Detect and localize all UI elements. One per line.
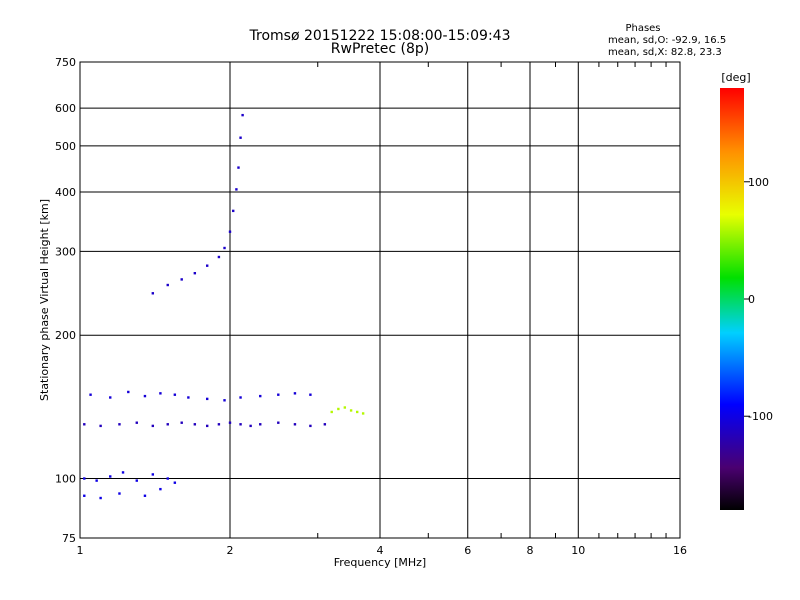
y-tick-label: 75: [62, 532, 76, 545]
data-point: [151, 473, 155, 476]
data-point: [166, 283, 169, 287]
data-point: [309, 393, 312, 396]
y-ticks: 75 100 200 300 400 500 600 750: [55, 56, 76, 545]
chart-subtitle: RwPretec (8p): [331, 41, 429, 57]
data-point: [239, 423, 242, 426]
data-point: [337, 407, 340, 411]
data-point: [95, 479, 98, 482]
data-point: [109, 396, 112, 399]
colorbar-ticks: 100 0 -100: [744, 176, 773, 423]
x-tick-label: 8: [527, 544, 534, 557]
colorbar-tick-label: 100: [748, 176, 769, 189]
data-point: [241, 113, 244, 117]
data-point: [159, 392, 162, 395]
data-point: [217, 423, 221, 426]
data-point: [239, 136, 242, 139]
data-point: [235, 188, 238, 191]
x-tick-label: 2: [227, 544, 234, 557]
data-point: [118, 492, 121, 495]
x-tick-label: 1: [77, 544, 84, 557]
data-point: [205, 424, 209, 428]
data-point: [166, 477, 169, 480]
data-point: [205, 264, 209, 267]
colorbar-label: [deg]: [721, 71, 750, 84]
data-point: [277, 393, 280, 396]
data-point: [121, 471, 125, 474]
data-point: [118, 423, 121, 426]
data-point: [180, 421, 183, 424]
data-point: [330, 410, 333, 414]
colorbar: [deg] 100 0 -100: [720, 71, 773, 510]
data-point: [159, 487, 162, 491]
y-axis-label: Stationary phase Virtual Height [km]: [38, 199, 51, 401]
data-point: [232, 209, 235, 213]
data-point: [127, 390, 130, 394]
data-point: [173, 481, 177, 484]
y-tick-label: 750: [55, 56, 76, 69]
data-point: [277, 421, 280, 424]
phase-stats-x: mean, sd,X: 82.8, 23.3: [608, 47, 722, 58]
data-point: [323, 423, 327, 426]
x-tick-label: 16: [673, 544, 687, 557]
phase-stats-heading: Phases: [625, 23, 660, 34]
data-point: [187, 396, 190, 399]
data-points: [83, 113, 365, 500]
data-point: [99, 424, 102, 428]
y-tick-label: 600: [55, 102, 76, 115]
data-point: [228, 230, 232, 233]
colorbar-tick-label: -100: [748, 410, 773, 423]
colorbar-gradient: [720, 88, 744, 510]
data-point: [205, 397, 209, 401]
data-point: [173, 393, 177, 396]
data-point: [355, 410, 359, 414]
data-point: [223, 399, 226, 402]
y-tick-label: 300: [55, 245, 76, 258]
colorbar-tick-label: 0: [748, 293, 755, 306]
y-tick-label: 200: [55, 329, 76, 342]
x-tick-label: 6: [464, 544, 471, 557]
data-point: [223, 246, 226, 250]
data-point: [228, 421, 232, 424]
data-point: [89, 393, 92, 396]
data-point: [217, 255, 221, 259]
data-point: [99, 496, 102, 500]
data-point: [249, 424, 252, 428]
data-point: [83, 494, 86, 497]
data-point: [83, 423, 86, 426]
data-point: [143, 394, 147, 398]
data-point: [293, 423, 297, 426]
data-point: [193, 272, 197, 275]
data-point: [259, 423, 262, 426]
data-point: [193, 423, 197, 426]
chart-title: Tromsø 20151222 15:08:00-15:09:43: [249, 28, 511, 44]
data-point: [343, 406, 347, 409]
phase-stats-o: mean, sd,O: -92.9, 16.5: [608, 35, 726, 46]
x-axis-label: Frequency [MHz]: [334, 556, 426, 569]
data-point: [180, 278, 183, 281]
data-point: [361, 412, 365, 415]
plot-area: 1 2 4 6 8 10 16 75 100 200 300 400 500 600 750: [55, 56, 687, 557]
data-point: [166, 423, 169, 426]
data-point: [237, 166, 240, 169]
data-point: [151, 424, 155, 428]
x-tick-label: 4: [377, 544, 384, 557]
data-point: [135, 421, 138, 424]
x-tick-label: 10: [571, 544, 585, 557]
y-tick-label: 100: [55, 473, 76, 486]
data-point: [109, 475, 112, 478]
y-tick-label: 500: [55, 140, 76, 153]
data-point: [349, 409, 353, 412]
data-point: [135, 479, 138, 482]
x-ticks: 1 2 4 6 8 10 16: [77, 62, 687, 557]
data-point: [151, 292, 155, 295]
y-tick-label: 400: [55, 186, 76, 199]
data-point: [309, 424, 312, 428]
data-point: [143, 494, 147, 497]
data-point: [83, 477, 86, 480]
data-point: [293, 392, 297, 395]
data-point: [259, 394, 262, 398]
gridlines: [80, 62, 680, 538]
data-point: [239, 396, 242, 399]
